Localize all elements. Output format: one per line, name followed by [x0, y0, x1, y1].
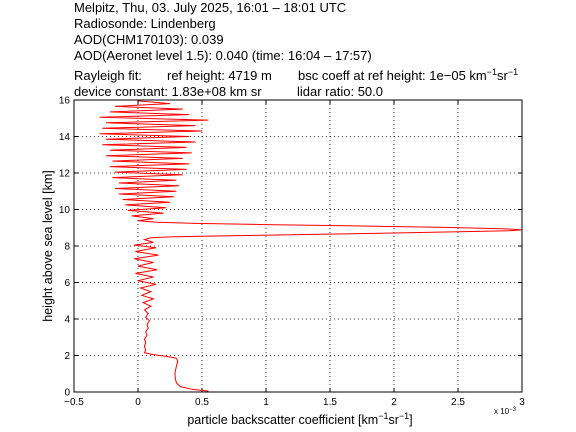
x-axis-label: particle backscatter coefficient [km−1sr…	[187, 411, 412, 427]
rayleigh-label: Rayleigh fit:	[74, 68, 142, 83]
y-tick-label: 14	[59, 132, 71, 143]
lidar-ratio: lidar ratio: 50.0	[297, 84, 383, 99]
bsc-coeff-mid: sr	[497, 68, 508, 83]
plot-frame	[73, 99, 523, 393]
x-tick-label: 1.5	[323, 397, 337, 408]
x-tick-label: 0	[135, 397, 141, 408]
x-tick-label: 1	[263, 397, 269, 408]
y-axis-label: height above sea level [km]	[41, 170, 55, 321]
x-axis-label-b: sr	[388, 413, 398, 427]
x-axis-label-a: particle backscatter coefficient [km	[187, 413, 378, 427]
header-line-3: AOD(CHM170103): 0.039	[74, 32, 224, 47]
y-tick-label: 10	[59, 205, 71, 216]
x-tick-label: 2.5	[451, 397, 465, 408]
x-tick-label: 2	[391, 397, 397, 408]
x-axis-label-c: ]	[409, 413, 412, 427]
device-constant: device constant: 1.83e+08 km sr	[74, 84, 262, 99]
y-tick-label: 16	[59, 96, 71, 107]
x-tick-label: 3	[519, 397, 525, 408]
x-tick-label: 0.5	[195, 397, 209, 408]
y-tick-label: 8	[64, 242, 70, 253]
bsc-coeff: bsc coeff at ref height: 1e−05 km−1sr−1	[298, 68, 518, 84]
header-line-4: AOD(Aeronet level 1.5): 0.040 (time: 16:…	[74, 48, 372, 63]
y-tick-labels: 0 2 4 6 8 10 12 14 16	[59, 96, 71, 399]
bsc-coeff-sup2: −1	[507, 67, 519, 77]
header-line-2: Radiosonde: Lindenberg	[74, 16, 216, 31]
grid	[74, 100, 522, 392]
x-axis-label-sup1: −1	[378, 411, 388, 421]
x-tick-labels: −0.5 0 0.5 1 1.5 2 2.5 3	[64, 397, 525, 408]
y-tick-label: 12	[59, 169, 71, 180]
bsc-coeff-sup1: −1	[486, 67, 498, 77]
ref-height: ref height: 4719 m	[167, 68, 272, 83]
header-line-1: Melpitz, Thu, 03. July 2025, 16:01 – 18:…	[74, 0, 347, 15]
x-axis-label-sup2: −1	[399, 411, 409, 421]
y-tick-label: 4	[64, 315, 70, 326]
x-multiplier: x 10−3	[494, 407, 517, 416]
x-tick-label: −0.5	[64, 397, 84, 408]
y-tick-label: 6	[64, 278, 70, 289]
y-tick-label: 0	[64, 388, 70, 399]
bsc-coeff-prefix: bsc coeff at ref height: 1e−05 km	[298, 68, 487, 83]
x-multiplier-base: x 10	[494, 407, 510, 416]
x-multiplier-exp: −3	[509, 407, 517, 413]
y-tick-label: 2	[64, 351, 70, 362]
